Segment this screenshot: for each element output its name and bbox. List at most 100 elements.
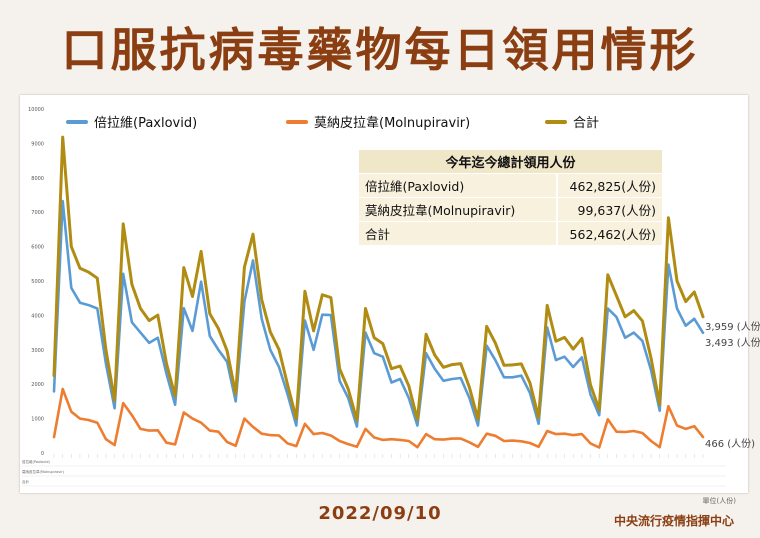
data-point-paxlovid	[538, 423, 540, 425]
data-point-paxlovid	[434, 368, 436, 370]
data-point-molnupiravir	[252, 426, 254, 428]
data-point-paxlovid	[88, 304, 90, 306]
totals-row: 莫納皮拉韋(Molnupiravir) 99,637(人份)	[359, 197, 662, 222]
data-point-paxlovid	[226, 361, 228, 363]
data-point-paxlovid	[174, 404, 176, 406]
data-point-molnupiravir	[442, 439, 444, 441]
totals-row: 合計 562,462(人份)	[359, 221, 662, 246]
data-point-total	[416, 419, 418, 421]
data-point-paxlovid	[330, 314, 332, 316]
legend-swatch-paxlovid	[66, 119, 88, 124]
data-point-molnupiravir	[425, 433, 427, 435]
data-point-paxlovid	[512, 376, 514, 378]
data-point-paxlovid	[200, 281, 202, 283]
data-point-paxlovid	[633, 332, 635, 334]
data-point-paxlovid	[364, 332, 367, 334]
totals-row-value: 462,825(人份)	[556, 173, 662, 198]
data-point-molnupiravir	[416, 446, 418, 448]
data-point-total	[122, 223, 124, 225]
data-point-molnupiravir	[494, 435, 496, 437]
y-tick-label: 8000	[31, 176, 44, 182]
data-point-total	[269, 331, 271, 333]
data-point-molnupiravir	[598, 446, 600, 449]
totals-table: 今年迄今總計領用人份 倍拉維(Paxlovid) 462,825(人份) 莫納皮…	[359, 150, 662, 246]
data-point-total	[676, 280, 678, 282]
data-point-total	[364, 307, 367, 310]
legend-label-paxlovid: 倍拉維(Paxlovid)	[94, 116, 198, 131]
data-point-molnupiravir	[217, 431, 219, 433]
data-point-total	[702, 316, 704, 318]
data-point-paxlovid	[503, 376, 505, 378]
data-point-total	[174, 395, 176, 397]
data-point-paxlovid	[131, 321, 133, 323]
legend-item-paxlovid: 倍拉維(Paxlovid)	[66, 112, 197, 131]
data-point-paxlovid	[460, 377, 462, 379]
legend-swatch-total	[545, 119, 567, 124]
data-point-total	[356, 419, 358, 421]
data-point-molnupiravir	[313, 433, 315, 435]
data-point-molnupiravir	[399, 439, 401, 441]
data-point-paxlovid	[269, 349, 271, 351]
data-point-molnupiravir	[183, 411, 185, 413]
line-chart: 0 1000 2000 3000 4000 5000 6000 7000 8000 9000 100…	[22, 107, 726, 487]
data-point-total	[131, 283, 133, 285]
data-point-total	[615, 295, 618, 297]
data-point-total	[555, 340, 557, 342]
data-point-molnupiravir	[390, 438, 393, 440]
data-point-molnupiravir	[572, 434, 574, 436]
data-point-total	[330, 296, 332, 299]
data-point-paxlovid	[399, 378, 401, 380]
data-point-molnupiravir	[659, 446, 661, 448]
data-point-molnupiravir	[278, 434, 280, 437]
data-point-molnupiravir	[633, 430, 635, 432]
series-line-paxlovid	[52, 199, 705, 428]
data-point-paxlovid	[390, 381, 393, 384]
data-point-paxlovid	[581, 356, 583, 358]
data-point-total	[442, 366, 444, 368]
legend-label-total: 合計	[573, 116, 600, 131]
data-point-paxlovid	[442, 380, 444, 382]
data-point-paxlovid	[468, 397, 470, 399]
data-point-paxlovid	[641, 340, 644, 342]
y-tick-label: 0	[41, 451, 44, 457]
data-point-total	[399, 365, 401, 367]
data-point-paxlovid	[139, 332, 142, 334]
data-point-molnupiravir	[356, 446, 358, 448]
series-line-molnupiravir	[52, 387, 705, 449]
y-tick-label: 6000	[31, 245, 44, 251]
y-tick-label: 3000	[31, 348, 44, 354]
data-point-total	[339, 368, 341, 370]
data-point-paxlovid	[659, 410, 661, 412]
data-point-total	[460, 363, 462, 365]
data-point-molnupiravir	[486, 433, 488, 435]
data-point-total	[191, 295, 194, 298]
data-point-paxlovid	[70, 287, 72, 289]
data-point-total	[581, 337, 583, 339]
end-label-total: 3,959 (人份)	[705, 322, 760, 333]
source-label: 中央流行疫情指揮中心	[613, 514, 734, 528]
data-point-molnupiravir	[503, 440, 505, 442]
data-point-total	[165, 363, 168, 365]
data-point-molnupiravir	[382, 439, 384, 441]
data-point-paxlovid	[295, 424, 297, 427]
report-date: 2022/09/10	[318, 503, 442, 524]
data-point-total	[607, 274, 609, 276]
data-point-paxlovid	[529, 392, 531, 394]
data-point-molnupiravir	[520, 440, 522, 442]
data-point-total	[105, 349, 107, 351]
data-point-total	[321, 294, 323, 296]
totals-heading: 今年迄今總計領用人份	[359, 150, 662, 174]
data-point-total	[633, 310, 635, 312]
data-point-paxlovid	[607, 307, 609, 310]
data-point-paxlovid	[243, 301, 245, 303]
data-point-molnupiravir	[512, 440, 514, 442]
data-point-molnupiravir	[88, 419, 90, 421]
data-point-paxlovid	[693, 318, 695, 320]
data-point-molnupiravir	[641, 432, 644, 434]
data-point-molnupiravir	[468, 441, 470, 443]
data-point-molnupiravir	[477, 446, 479, 448]
data-point-molnupiravir	[373, 436, 375, 439]
totals-row-value: 562,462(人份)	[556, 221, 662, 246]
data-point-total	[503, 364, 505, 366]
data-point-paxlovid	[520, 375, 522, 377]
